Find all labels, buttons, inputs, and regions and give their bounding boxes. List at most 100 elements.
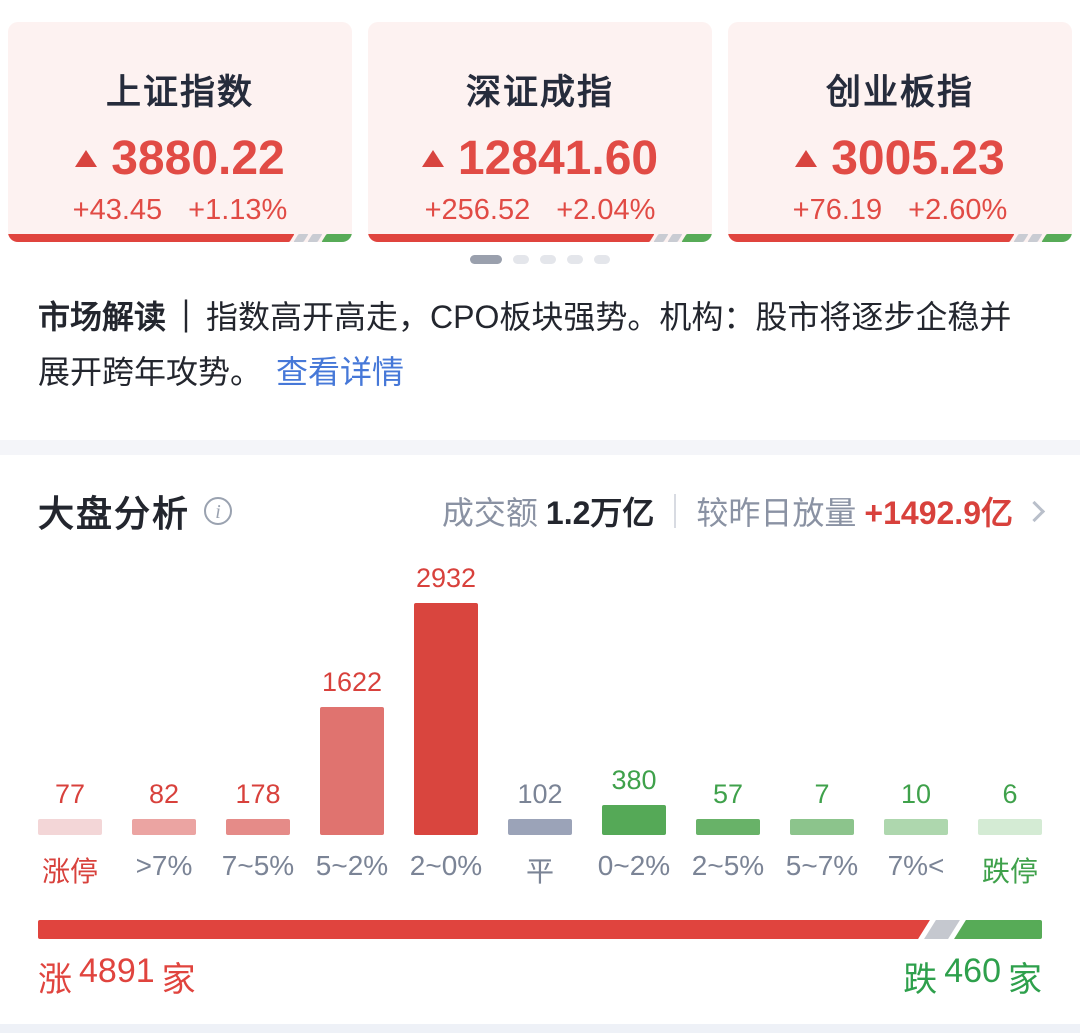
index-change-pct: +2.04%	[556, 194, 656, 226]
index-name: 深证成指	[465, 73, 614, 112]
bar-category-label: 平	[525, 856, 554, 887]
bar-column: 1622 5~2%	[316, 553, 388, 890]
bar-category-label: 2~0%	[409, 850, 483, 881]
up-triangle-icon	[421, 150, 444, 167]
carousel-dot[interactable]	[594, 255, 610, 264]
volume-value: +1492.9亿	[864, 495, 1013, 531]
bar-value-label: 380	[611, 765, 657, 795]
bar-chart: 77 涨停 82 >7% 178 7~5% 1622 5~2% 2932 2~0% 102 平 380 0…	[38, 553, 1042, 890]
bar-rect	[602, 805, 666, 835]
trend-up-segment	[728, 234, 1015, 242]
advancers-count: 涨 4891 家	[38, 952, 196, 1001]
card-trend-bar	[8, 234, 352, 242]
up-triangle-icon	[795, 150, 818, 167]
carousel-dot[interactable]	[513, 255, 529, 264]
bar-value-label: 77	[54, 779, 86, 809]
ratio-labels: 涨 4891 家 跌 460 家	[38, 952, 1042, 1001]
bar-value-label: 1622	[321, 667, 383, 697]
turnover-summary[interactable]: 成交额 1.2万亿 较昨日放量 +1492.9亿	[441, 488, 1046, 534]
info-icon[interactable]: i	[204, 497, 233, 525]
carousel-dot[interactable]	[567, 255, 583, 264]
analysis-header: 大盘分析 i 成交额 1.2万亿 较昨日放量 +1492.9亿	[38, 485, 1046, 537]
advancers-value: 4891	[79, 952, 155, 990]
bar-value-label: 102	[517, 779, 563, 809]
bar-value-label: 6	[1002, 779, 1018, 809]
up-down-ratio-bar	[38, 920, 1042, 939]
bar-value-label: 7	[814, 779, 830, 809]
trend-flat-segment	[653, 234, 669, 242]
advancers-prefix: 涨	[38, 961, 72, 999]
vertical-divider	[674, 494, 677, 528]
trend-flat-segment	[1013, 234, 1029, 242]
trend-down-segment	[1041, 234, 1072, 242]
bar-rect	[978, 819, 1042, 835]
decliners-value: 460	[944, 952, 1001, 990]
decliners-prefix: 跌	[903, 961, 938, 999]
bar-column: 102 平	[508, 553, 572, 890]
view-details-link[interactable]: 查看详情	[276, 354, 405, 390]
carousel-dots	[0, 255, 1080, 264]
market-analysis-section: 大盘分析 i 成交额 1.2万亿 较昨日放量 +1492.9亿 77 涨停 82 >7…	[0, 485, 1080, 1001]
bar-column: 6 跌停	[978, 553, 1042, 890]
index-card-shanghai[interactable]: 上证指数 3880.22 +43.45 +1.13%	[8, 22, 352, 242]
ratio-down-segment	[954, 920, 1042, 939]
bar-rect	[132, 819, 196, 835]
index-name: 创业板指	[825, 73, 974, 112]
decliners-suffix: 家	[1008, 961, 1042, 999]
turnover-value: 1.2万亿	[545, 495, 655, 531]
advancers-suffix: 家	[161, 961, 196, 999]
bar-rect	[38, 819, 102, 835]
trend-up-segment	[368, 234, 655, 242]
bar-column: 2932 2~0%	[410, 553, 482, 890]
carousel-dot[interactable]	[470, 255, 502, 264]
bar-value-label: 10	[900, 779, 932, 809]
bar-rect	[884, 819, 948, 835]
index-name: 上证指数	[105, 73, 254, 112]
index-cards-row: 上证指数 3880.22 +43.45 +1.13% 深证成指 12841.60…	[8, 22, 1072, 242]
trend-flat-segment	[667, 234, 683, 242]
bar-category-label: 7%<	[887, 850, 945, 881]
trend-down-segment	[321, 234, 352, 242]
index-change: +256.52	[424, 194, 531, 226]
bar-column: 57 2~5%	[692, 553, 764, 890]
commentary-lead: 市场解读	[38, 299, 167, 335]
bar-category-label: 涨停	[41, 856, 98, 887]
bar-rect	[696, 819, 760, 835]
turnover-label: 成交额	[441, 495, 538, 531]
trend-down-segment	[681, 234, 712, 242]
index-value: 3005.23	[831, 132, 1005, 185]
index-value: 12841.60	[457, 132, 659, 185]
trend-flat-segment	[293, 234, 309, 242]
trend-flat-segment	[1027, 234, 1043, 242]
section-divider	[0, 440, 1080, 455]
bar-column: 380 0~2%	[598, 553, 670, 890]
index-card-chinext[interactable]: 创业板指 3005.23 +76.19 +2.60%	[728, 22, 1072, 242]
bar-rect	[508, 819, 572, 835]
volume-label: 较昨日放量	[696, 495, 857, 531]
bar-rect	[790, 819, 854, 835]
market-commentary: 市场解读｜指数高开高走，CPO板块强势。机构：股市将逐步企稳并展开跨年攻势。 查看…	[38, 290, 1042, 400]
bar-value-label: 178	[235, 779, 281, 809]
bar-column: 7 5~7%	[786, 553, 858, 890]
bar-category-label: 5~2%	[315, 850, 389, 881]
bar-rect	[226, 819, 290, 835]
bar-value-label: 82	[148, 779, 180, 809]
commentary-body: 指数高开高走，CPO板块强势。机构：股市将逐步企稳并展开跨年攻势。	[38, 299, 1012, 390]
bar-column: 10 7%<	[884, 553, 948, 890]
ratio-up-segment	[38, 920, 930, 939]
next-section-edge	[0, 1024, 1080, 1033]
bar-column: 77 涨停	[38, 553, 102, 890]
card-trend-bar	[368, 234, 712, 242]
index-change-pct: +1.13%	[188, 194, 288, 226]
bar-rect	[414, 603, 478, 835]
index-card-shenzhen[interactable]: 深证成指 12841.60 +256.52 +2.04%	[368, 22, 712, 242]
card-trend-bar	[728, 234, 1072, 242]
bar-category-label: 2~5%	[691, 850, 765, 881]
index-change: +43.45	[72, 194, 163, 226]
section-title: 大盘分析	[38, 493, 191, 534]
bar-value-label: 57	[712, 779, 744, 809]
index-change-pct: +2.60%	[908, 194, 1008, 226]
carousel-dot[interactable]	[540, 255, 556, 264]
bar-column: 178 7~5%	[222, 553, 294, 890]
trend-up-segment	[8, 234, 295, 242]
